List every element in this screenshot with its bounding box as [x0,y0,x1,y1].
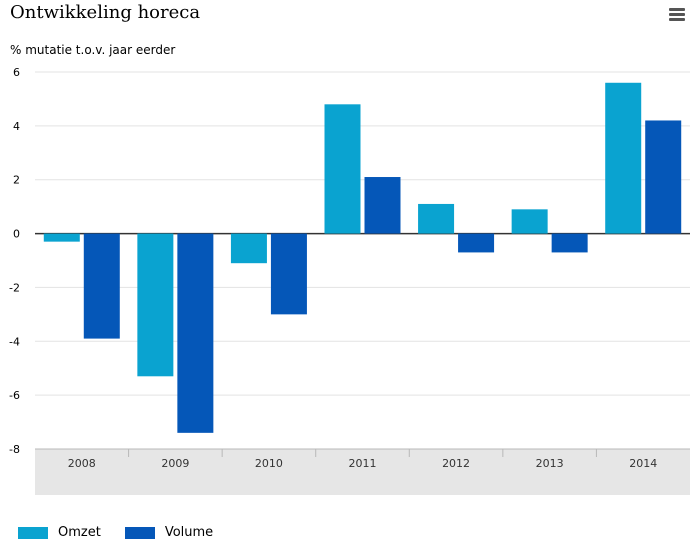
legend-label-volume: Volume [164,525,214,540]
x-tick-label: 2008 [68,457,96,470]
bar-volume-2014 [645,120,682,234]
bar-omzet-2009 [137,233,174,377]
x-tick-label: 2013 [536,457,564,470]
chart-title: Ontwikkeling horeca [10,2,201,23]
legend-label-omzet: Omzet [58,525,101,540]
bar-volume-2012 [458,233,495,253]
y-tick-label: -2 [9,281,20,294]
bar-omzet-2011 [324,104,361,234]
x-axis-band [35,449,690,495]
x-tick-label: 2014 [629,457,657,470]
x-tick-label: 2010 [255,457,283,470]
bar-chart: -8 -6 -4 -2 0 2 4 6 2008 2009 2010 2011 2012 2013 2014 [9,66,690,495]
bar-omzet-2014 [605,82,642,234]
bar-omzet-2010 [230,233,267,264]
x-tick-label: 2011 [349,457,377,470]
legend-swatch-volume [124,526,155,539]
chart-legend: Omzet Volume [18,525,237,540]
bar-volume-2010 [270,233,307,315]
y-tick-label: -6 [9,389,20,402]
y-tick-label: 4 [13,120,20,133]
y-tick-label: -8 [9,443,20,456]
bar-omzet-2013 [511,209,548,234]
y-tick-label: 6 [13,66,20,79]
legend-item-volume[interactable]: Volume [124,525,214,540]
hamburger-menu-icon[interactable] [669,8,685,22]
bar-volume-2009 [177,233,214,433]
bar-omzet-2012 [418,203,455,234]
legend-swatch-omzet [18,526,48,539]
chart-subtitle: % mutatie t.o.v. jaar eerder [10,43,176,57]
legend-item-omzet[interactable]: Omzet [18,525,101,540]
bar-volume-2008 [83,233,120,339]
x-tick-label: 2012 [442,457,470,470]
y-tick-label: -4 [9,335,20,348]
bar-volume-2013 [551,233,588,253]
y-tick-label: 0 [13,228,20,241]
bar-omzet-2008 [43,233,80,242]
bar-volume-2011 [364,177,401,234]
x-tick-label: 2009 [161,457,189,470]
y-tick-label: 2 [13,174,20,187]
